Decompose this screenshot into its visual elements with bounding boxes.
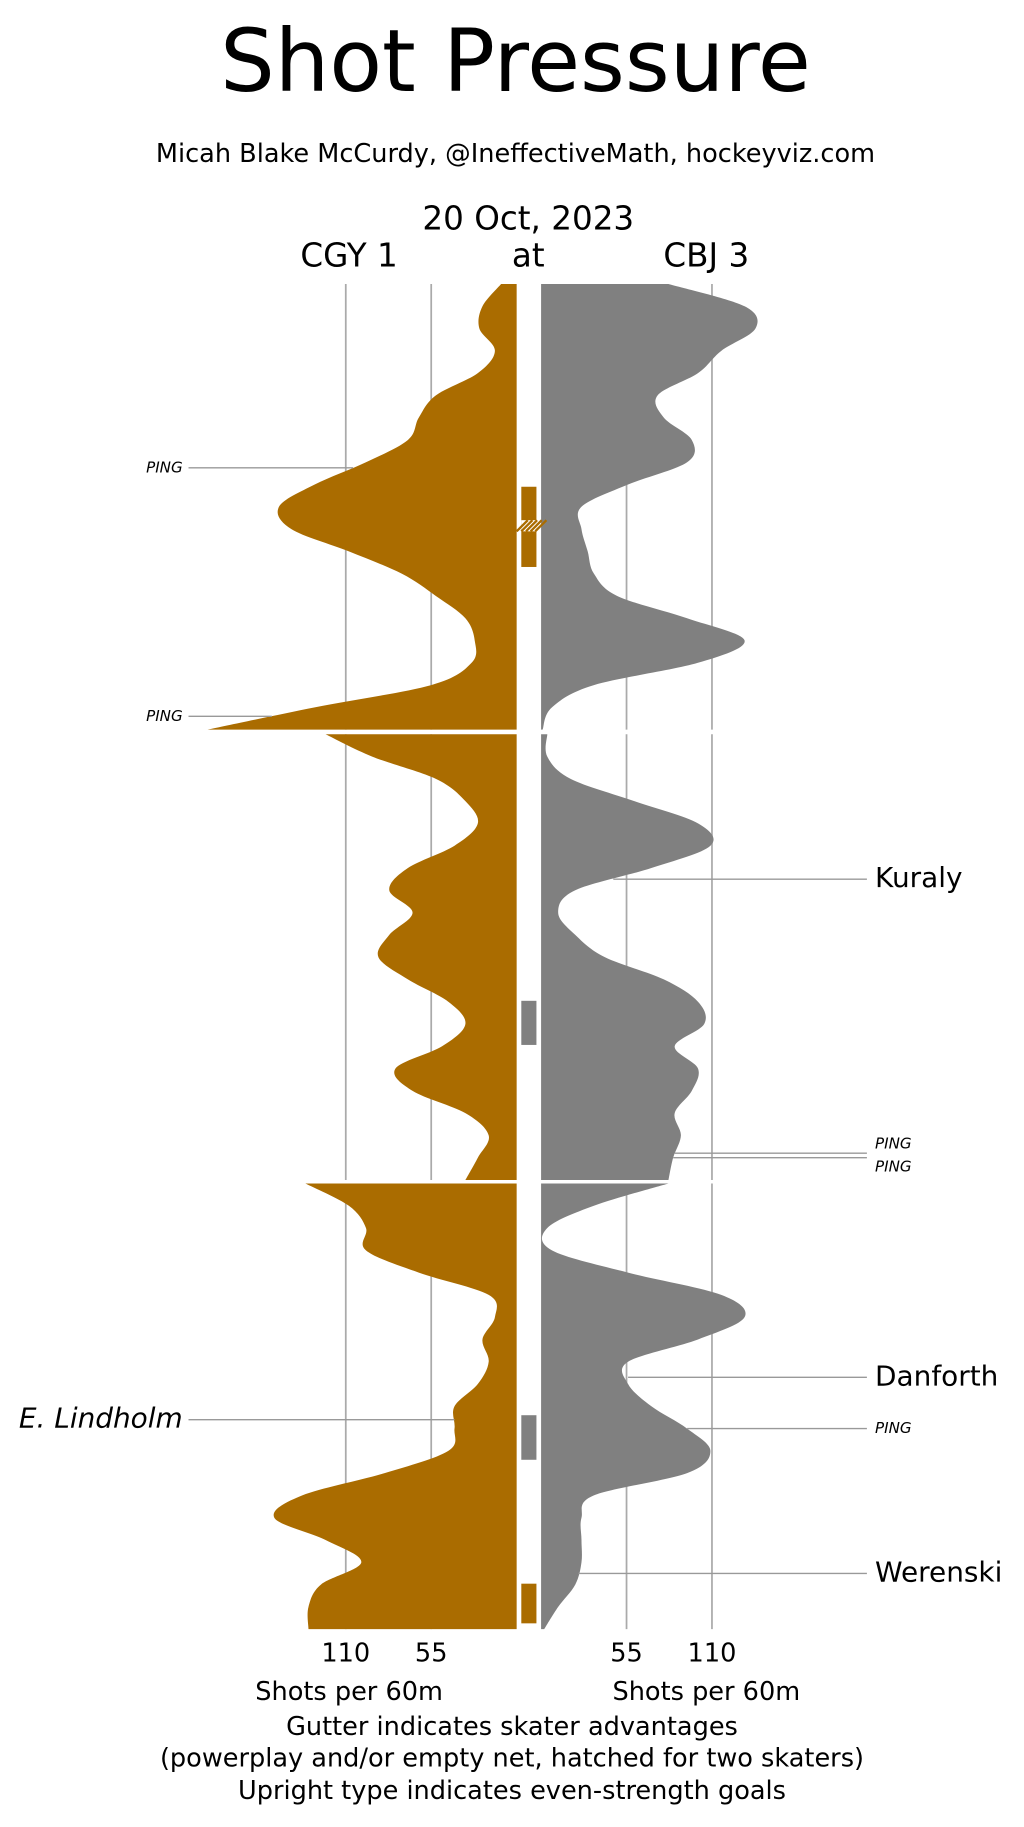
hatch-stroke (526, 520, 537, 531)
title: Shot Pressure (220, 12, 811, 112)
annotation-label: Kuraly (875, 861, 962, 894)
date: 20 Oct, 2023 (422, 199, 634, 237)
annotation-label: PING (146, 707, 183, 725)
footnote: (powerplay and/or empty net, hatched for… (160, 1743, 864, 1773)
x-tick-label: 55 (415, 1639, 448, 1669)
annotation-label: PING (146, 458, 183, 476)
footnote: Gutter indicates skater advantages (286, 1712, 738, 1742)
pressure-area (207, 283, 517, 730)
x-axis-label: Shots per 60m (255, 1677, 443, 1707)
x-tick-label: 110 (688, 1639, 737, 1669)
gutter-advantage (521, 1415, 537, 1460)
hatch-stroke (517, 520, 528, 531)
hatch-stroke (531, 520, 542, 531)
annotation-label: PING (875, 1419, 912, 1437)
annotation-label: E. Lindholm (19, 1402, 183, 1435)
gutter-advantage (521, 1583, 537, 1624)
annotation-label: PING (875, 1157, 912, 1175)
footnote: Upright type indicates even-strength goa… (238, 1776, 786, 1806)
hatch-stroke (521, 520, 532, 531)
pressure-area (541, 734, 714, 1180)
annotation-label: PING (875, 1134, 912, 1152)
pressure-area (325, 734, 517, 1180)
pressure-area (273, 1183, 517, 1630)
x-tick-label: 110 (321, 1639, 370, 1669)
x-tick-label: 55 (610, 1639, 643, 1669)
x-axis-label: Shots per 60m (612, 1677, 800, 1707)
subtitle: Micah Blake McCurdy, @IneffectiveMath, h… (156, 139, 875, 169)
home-team: CBJ 3 (663, 237, 749, 275)
gutter-hatch (521, 520, 537, 532)
annotation-label: Werenski (875, 1555, 1002, 1588)
away-team: CGY 1 (300, 237, 397, 275)
pressure-area (541, 283, 758, 730)
pressure-area (541, 1183, 746, 1630)
annotation-label: Danforth (875, 1359, 998, 1392)
gutter-advantage (521, 1000, 537, 1045)
at-label: at (512, 237, 545, 275)
hatch-stroke (535, 520, 546, 531)
